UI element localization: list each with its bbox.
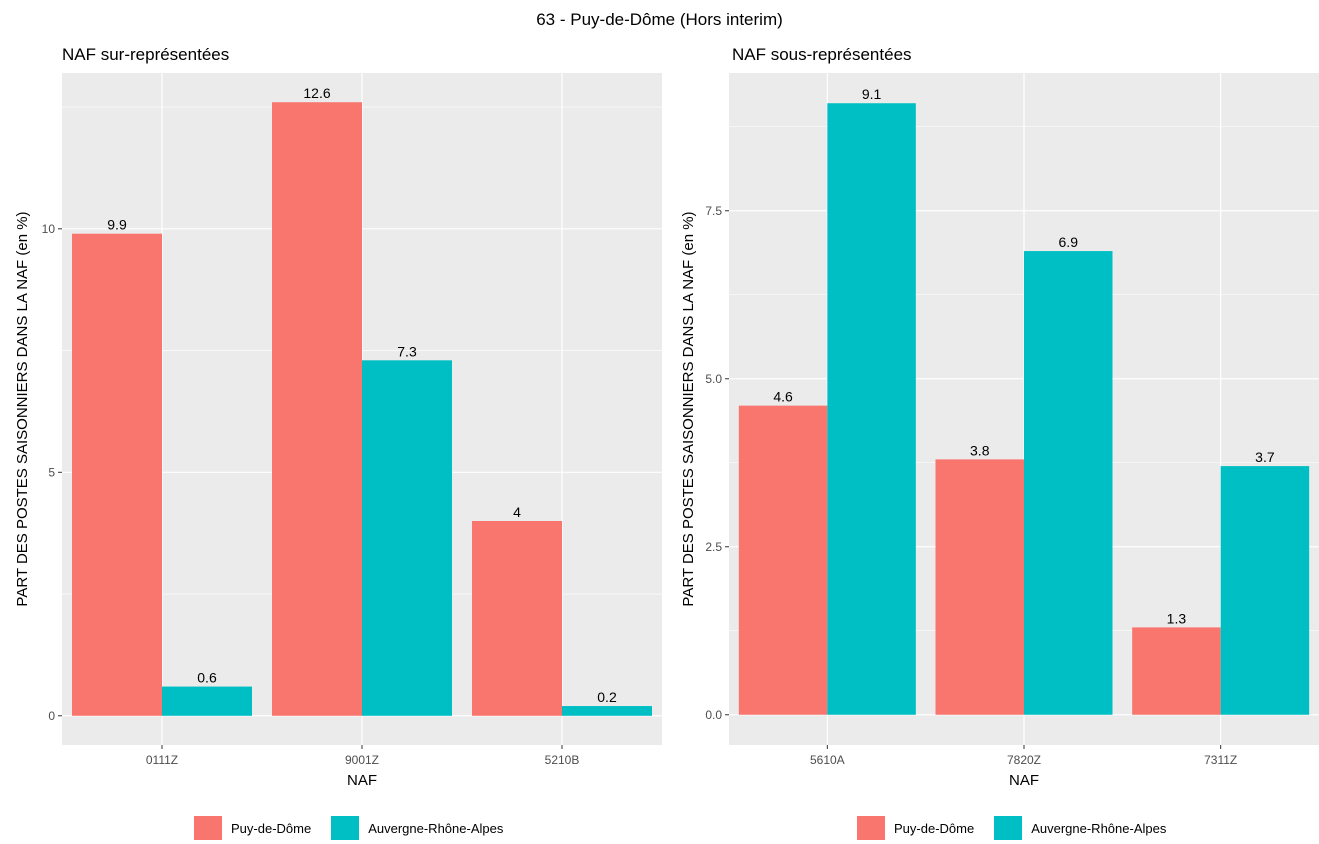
- data-label: 3.7: [1255, 449, 1275, 465]
- bar-auvergne-rhone-alpes-7311z: [1220, 466, 1310, 715]
- bar-puy-de-dome-7311z: [1132, 627, 1221, 715]
- legend-label-auvergne-rhone-alpes: Auvergne-Rhône-Alpes: [1031, 820, 1167, 836]
- data-label: 6.9: [1059, 234, 1079, 250]
- legend-key-puy-de-dome: [194, 816, 222, 840]
- bar-puy-de-dome-0111z: [72, 233, 162, 716]
- y-axis-label: PART DES POSTES SAISONNIERS DANS LA NAF …: [14, 211, 31, 606]
- chart-panel-sur-representees: 0 5 10 9.9 0.6 0111Z 12.6 7.3 9001Z 4 0.2 5210B NAF …: [14, 45, 662, 789]
- figure-title: 63 - Puy-de-Dôme (Hors interim): [536, 10, 783, 29]
- bar-auvergne-rhone-alpes-5210b: [562, 706, 652, 716]
- data-label: 4.6: [773, 389, 793, 405]
- panel-title: NAF sous-représentées: [732, 45, 912, 64]
- chart-panel-sous-representees: 0.0 2.5 5.0 7.5 4.6 9.1 5610A 3.8 6.9 7820Z 1.3 3.7…: [680, 45, 1319, 789]
- y-tick-label: 2.5: [705, 540, 722, 554]
- bar-puy-de-dome-5610a: [738, 405, 828, 715]
- y-tick-label: 5: [48, 465, 55, 479]
- x-axis-label: NAF: [1009, 772, 1039, 789]
- bar-puy-de-dome-5210b: [472, 521, 562, 716]
- data-label: 12.6: [303, 85, 330, 101]
- y-tick-label: 5.0: [705, 372, 722, 386]
- bar-auvergne-rhone-alpes-7820z: [1024, 251, 1113, 715]
- data-label: 1.3: [1167, 610, 1187, 626]
- legend-key-auvergne-rhone-alpes: [994, 816, 1023, 840]
- legend-right: Puy-de-Dôme Auvergne-Rhône-Alpes: [857, 816, 1186, 840]
- x-tick-label: 9001Z: [345, 753, 379, 767]
- legend-key-auvergne-rhone-alpes: [331, 816, 360, 840]
- x-tick-label: 5610A: [810, 753, 845, 767]
- legend-left: Puy-de-Dôme Auvergne-Rhône-Alpes: [194, 816, 523, 840]
- data-label: 9.9: [107, 217, 127, 233]
- bar-auvergne-rhone-alpes-5610a: [827, 103, 916, 715]
- x-axis-label: NAF: [347, 772, 377, 789]
- x-tick-label: 7311Z: [1204, 753, 1237, 767]
- x-tick-label: 7820Z: [1007, 753, 1041, 767]
- y-tick-label: 0.0: [705, 708, 722, 722]
- legend-label-puy-de-dome: Puy-de-Dôme: [231, 820, 312, 836]
- legend-label-auvergne-rhone-alpes: Auvergne-Rhône-Alpes: [368, 820, 504, 836]
- x-tick-label: 0111Z: [146, 753, 178, 767]
- data-label: 4: [513, 504, 521, 520]
- legend-key-puy-de-dome: [857, 816, 885, 840]
- data-label: 0.6: [197, 670, 217, 686]
- bar-puy-de-dome-7820z: [935, 459, 1024, 715]
- bar-auvergne-rhone-alpes-9001z: [362, 360, 452, 716]
- data-label: 9.1: [862, 86, 882, 102]
- bar-puy-de-dome-9001z: [272, 102, 362, 716]
- y-tick-label: 10: [42, 222, 56, 236]
- legend-label-puy-de-dome: Puy-de-Dôme: [894, 820, 975, 836]
- y-axis-label: PART DES POSTES SAISONNIERS DANS LA NAF …: [680, 211, 697, 606]
- panel-title: NAF sur-représentées: [62, 45, 229, 64]
- data-label: 7.3: [397, 343, 417, 359]
- data-label: 0.2: [597, 689, 617, 705]
- data-label: 3.8: [970, 442, 990, 458]
- bar-auvergne-rhone-alpes-0111z: [162, 686, 252, 716]
- y-tick-label: 0: [48, 709, 55, 723]
- x-tick-label: 5210B: [545, 753, 580, 767]
- y-tick-label: 7.5: [705, 204, 722, 218]
